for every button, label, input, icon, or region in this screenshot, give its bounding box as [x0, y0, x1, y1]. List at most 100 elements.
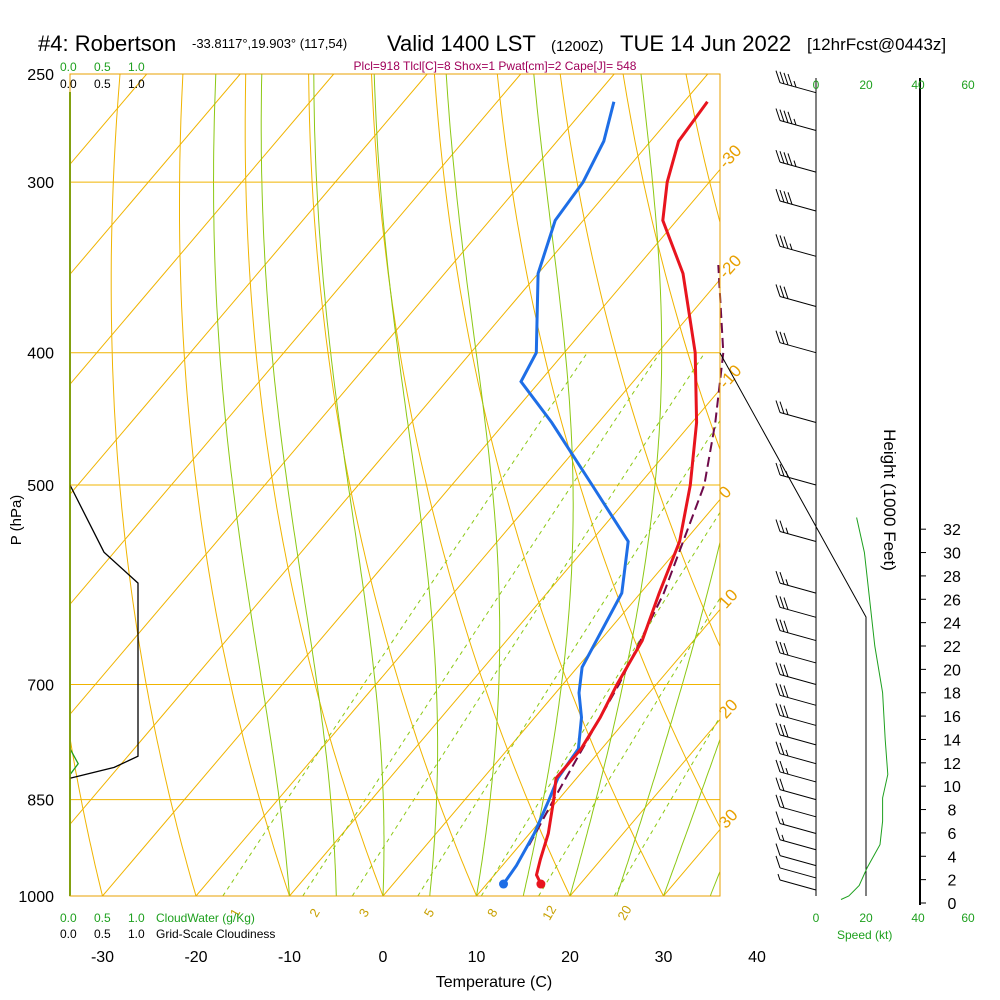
- height-tick-label: 28: [943, 569, 961, 586]
- surface-dewpoint-marker: [499, 879, 509, 889]
- wind-barb-flag: [775, 827, 781, 840]
- wind-barb-half-flag: [793, 160, 797, 167]
- height-tick-label: 4: [948, 849, 957, 866]
- wind-barb: [777, 873, 817, 891]
- wind-barb-half-flag: [785, 527, 789, 534]
- temperature-tick-label: 30: [655, 949, 673, 966]
- wind-barb-flag: [783, 642, 789, 656]
- isotherm-line: [851, 74, 1000, 896]
- dry-adiabat-line: [559, 74, 720, 648]
- height-tick-label: 22: [943, 639, 961, 656]
- wind-barb-flag: [783, 664, 789, 677]
- mixing-ratio-label: 3: [356, 906, 373, 920]
- cloudwater-scale-tick-top: 0.5: [94, 60, 111, 74]
- wind-barb-flag: [775, 149, 781, 163]
- temperature-tick-label: -20: [184, 949, 207, 966]
- wind-barb-flag: [779, 723, 785, 737]
- cloudwater-scale-tick-bottom: 0.0: [60, 911, 77, 925]
- wind-barb: [775, 149, 817, 173]
- temperature-tick-label: -30: [91, 949, 114, 966]
- wind-barb-staff: [779, 200, 817, 212]
- wind-barb-flag: [779, 285, 785, 298]
- wind-barb: [775, 722, 817, 746]
- wind-barb-staff: [779, 120, 817, 131]
- dry-adiabat-line: [70, 735, 103, 896]
- wind-barb: [775, 843, 817, 867]
- wind-barb-flag: [775, 741, 781, 754]
- wind-barb: [775, 811, 817, 835]
- isotherm-label: 20: [715, 695, 742, 722]
- wind-barb-flag: [775, 188, 781, 202]
- height-tick-label: 18: [943, 686, 961, 703]
- wind-barb-flag: [775, 70, 781, 83]
- wind-barb: [775, 400, 817, 424]
- moist-adiabats: [212, 74, 720, 896]
- speed-tick-bottom: 60: [961, 911, 975, 925]
- mixing-ratio-label: 2: [306, 906, 323, 920]
- wind-barb: [775, 108, 817, 131]
- wind-barb-flag: [775, 284, 781, 297]
- wind-barb-flag: [775, 640, 781, 654]
- wind-barb-flag: [779, 596, 785, 609]
- mixing-ratio-lines: [222, 352, 720, 896]
- isotherm-label: 30: [715, 805, 742, 832]
- dry-adiabat-line: [110, 74, 197, 896]
- isotherm-line: [382, 498, 720, 896]
- wind-barb-flag: [787, 153, 793, 166]
- station-coords: -33.8117°,19.903° (117,54): [192, 36, 347, 51]
- wind-barb-half-flag: [785, 767, 789, 775]
- wind-barb: [775, 827, 817, 851]
- mixing-ratio-line: [538, 597, 720, 896]
- wind-barb: [775, 703, 817, 726]
- cloudiness-scale-tick-top: 0.0: [60, 77, 77, 91]
- wind-barb-flag: [779, 760, 785, 774]
- wind-barb-flag: [783, 110, 789, 123]
- wind-barb-flag: [775, 662, 781, 675]
- pressure-tick-label: 400: [27, 346, 54, 363]
- dewpoint-trace: [502, 101, 630, 885]
- wind-barb-flag: [775, 777, 781, 790]
- wind-barb-flag: [775, 722, 781, 736]
- wind-barb-flag: [787, 73, 793, 87]
- slant-boundary: [719, 352, 867, 896]
- wind-barb-flag: [775, 570, 781, 584]
- isotherm-line: [70, 74, 335, 386]
- moist-adiabat-line: [616, 540, 720, 896]
- mixing-ratio-line: [613, 716, 720, 896]
- wind-barb-staff: [779, 674, 817, 685]
- wind-barb-flag: [783, 72, 789, 86]
- isotherm-label: -30: [715, 141, 746, 172]
- wind-barb-flag: [779, 189, 785, 203]
- isobars: [70, 73, 720, 897]
- surface-temperature-marker: [536, 879, 546, 889]
- wind-barb-staff: [779, 771, 817, 783]
- wind-barb-staff: [779, 652, 817, 664]
- wind-barb-flag: [775, 234, 781, 247]
- wind-barb-flag: [783, 286, 789, 299]
- wind-barb: [775, 794, 817, 818]
- moist-adiabat-line: [260, 74, 337, 896]
- temperature-tick-label: 0: [379, 949, 388, 966]
- wind-barb: [775, 777, 817, 801]
- wind-speed-profile: [840, 517, 889, 900]
- dry-adiabat-line: [371, 74, 571, 896]
- dry-adiabat-line: [812, 74, 1000, 896]
- mixing-ratio-line: [222, 352, 588, 896]
- utc-time: (1200Z): [551, 38, 604, 55]
- cloudwater-scale-tick-bottom: 1.0: [128, 911, 145, 925]
- wind-barb-staff: [779, 295, 817, 307]
- wind-barb-flag: [783, 332, 789, 346]
- wind-barb-half-flag: [793, 118, 797, 126]
- height-tick-label: 6: [948, 826, 957, 843]
- height-axis-label: Height (1000 Feet): [880, 429, 899, 571]
- wind-barb-flag: [779, 520, 785, 533]
- cloudiness-scale-tick-top: 1.0: [128, 77, 145, 91]
- wind-barb-flag: [779, 619, 785, 632]
- hodo-frame: 0 20 40 600 20 40 60: [719, 78, 975, 925]
- y-axis-label: P (hPa): [8, 495, 25, 546]
- wind-barb: [775, 234, 817, 257]
- wind-barb-half-flag: [777, 873, 781, 881]
- speed-tick-bottom: 20: [859, 911, 873, 925]
- wind-barb: [775, 570, 817, 594]
- valid-time: Valid 1400 LST: [387, 31, 536, 56]
